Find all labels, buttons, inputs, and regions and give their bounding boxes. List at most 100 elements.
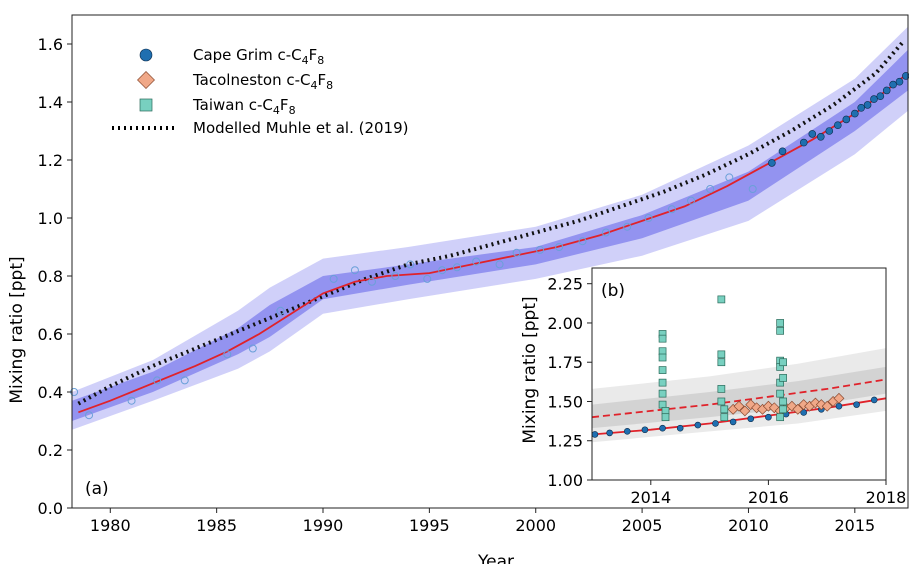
- legend-marker-diamond: [137, 71, 155, 89]
- data-point: [391, 272, 400, 280]
- data-point: [834, 121, 842, 129]
- y-axis-label: Mixing ratio [ppt]: [7, 256, 27, 403]
- data-point: [438, 266, 447, 275]
- x-axis-label: Year: [477, 552, 514, 564]
- data-point: [248, 344, 257, 353]
- data-point: [776, 413, 785, 422]
- data-point: [835, 402, 843, 410]
- data-point: [825, 127, 834, 135]
- inset-y-axis-label: Mixing ratio [ppt]: [520, 296, 540, 443]
- y-tick-label: 0.4: [38, 383, 63, 402]
- data-point: [658, 366, 667, 374]
- data-point: [578, 237, 587, 246]
- data-point: [329, 274, 338, 283]
- series-line: [78, 72, 909, 414]
- y-tick-label: 1.4: [38, 93, 63, 112]
- data-point: [889, 80, 897, 89]
- data-point: [857, 104, 866, 112]
- data-point: [350, 266, 359, 275]
- data-point: [717, 397, 726, 406]
- data-point: [747, 415, 755, 423]
- data-point: [765, 413, 772, 421]
- data-point: [821, 400, 833, 412]
- data-point: [535, 245, 544, 254]
- panel-a-label: (a): [85, 479, 109, 499]
- x-tick-label: 1985: [196, 516, 237, 535]
- data-point: [555, 243, 564, 251]
- legend-label: Taiwan c-C4F8: [192, 96, 296, 117]
- data-point: [720, 405, 729, 414]
- main-plot-area: 1980 1985 1990 1995 2000 2005 2010 2015 0.0 0.2 0.…: [38, 14, 909, 535]
- y-tick-label: 0.6: [38, 325, 63, 344]
- data-point: [658, 389, 667, 398]
- data-point: [717, 350, 726, 359]
- data-point: [606, 429, 613, 437]
- y-tick-label: 0.0: [38, 499, 63, 518]
- data-point: [667, 205, 676, 214]
- series-line: [77, 39, 906, 406]
- y-tick-label: 1.25: [547, 432, 583, 451]
- legend-label: Cape Grim c-C4F8: [193, 46, 324, 67]
- data-point: [779, 358, 787, 367]
- x-tick-label: 2015: [834, 516, 875, 535]
- plot-frame: [591, 267, 887, 481]
- data-point: [863, 101, 872, 109]
- data-point: [776, 389, 785, 398]
- y-tick-label: 1.2: [38, 151, 63, 170]
- data-point: [870, 95, 878, 103]
- data-point: [816, 133, 825, 141]
- data-point: [658, 334, 667, 343]
- panel-b-label: (b): [601, 281, 625, 301]
- uncertainty-band: [72, 49, 908, 422]
- data-point: [792, 403, 804, 415]
- data-point: [276, 306, 285, 315]
- data-point: [472, 257, 481, 266]
- x-tick-label: 2016: [748, 488, 789, 507]
- data-point: [706, 185, 715, 193]
- legend-marker-square: [139, 98, 153, 112]
- data-point: [661, 413, 670, 422]
- y-tick-label: 1.0: [38, 209, 63, 228]
- data-point: [853, 401, 860, 408]
- x-tick-label: 1995: [409, 516, 450, 535]
- data-point: [779, 374, 787, 382]
- data-point: [779, 405, 787, 414]
- data-point: [729, 418, 737, 426]
- data-point: [644, 214, 653, 222]
- data-point: [739, 405, 751, 417]
- data-point: [882, 86, 891, 95]
- x-tick-label: 2014: [630, 488, 671, 507]
- data-point: [851, 109, 859, 118]
- data-point: [676, 424, 684, 432]
- y-tick-label: 2.00: [547, 314, 583, 333]
- data-point: [717, 295, 726, 304]
- x-tick-label: 2010: [728, 516, 769, 535]
- data-point: [768, 159, 776, 167]
- data-point: [694, 421, 702, 429]
- data-point: [623, 222, 632, 231]
- x-tick-label: 2018: [866, 488, 907, 507]
- data-point: [687, 196, 696, 205]
- data-point: [778, 147, 787, 156]
- data-point: [842, 115, 851, 124]
- data-point: [833, 392, 845, 404]
- data-point: [85, 411, 94, 420]
- data-point: [658, 353, 667, 362]
- data-point: [748, 185, 757, 193]
- data-point: [720, 413, 729, 422]
- data-point: [495, 260, 504, 269]
- data-point: [423, 274, 432, 283]
- y-tick-label: 1.50: [547, 392, 583, 411]
- data-point: [776, 319, 785, 327]
- data-point: [659, 424, 666, 432]
- inset-plot-area: 2014 2016 2018 1.00 1.25 1.50 1.75 2.00 2.25: [547, 267, 907, 507]
- data-point: [153, 376, 162, 385]
- data-point: [601, 228, 610, 237]
- data-point: [779, 397, 787, 406]
- legend-label: Tacolneston c-C4F8: [192, 71, 333, 92]
- data-point: [876, 92, 885, 100]
- y-tick-label: 1.00: [547, 471, 583, 490]
- data-point: [658, 378, 667, 387]
- y-tick-label: 0.2: [38, 441, 63, 460]
